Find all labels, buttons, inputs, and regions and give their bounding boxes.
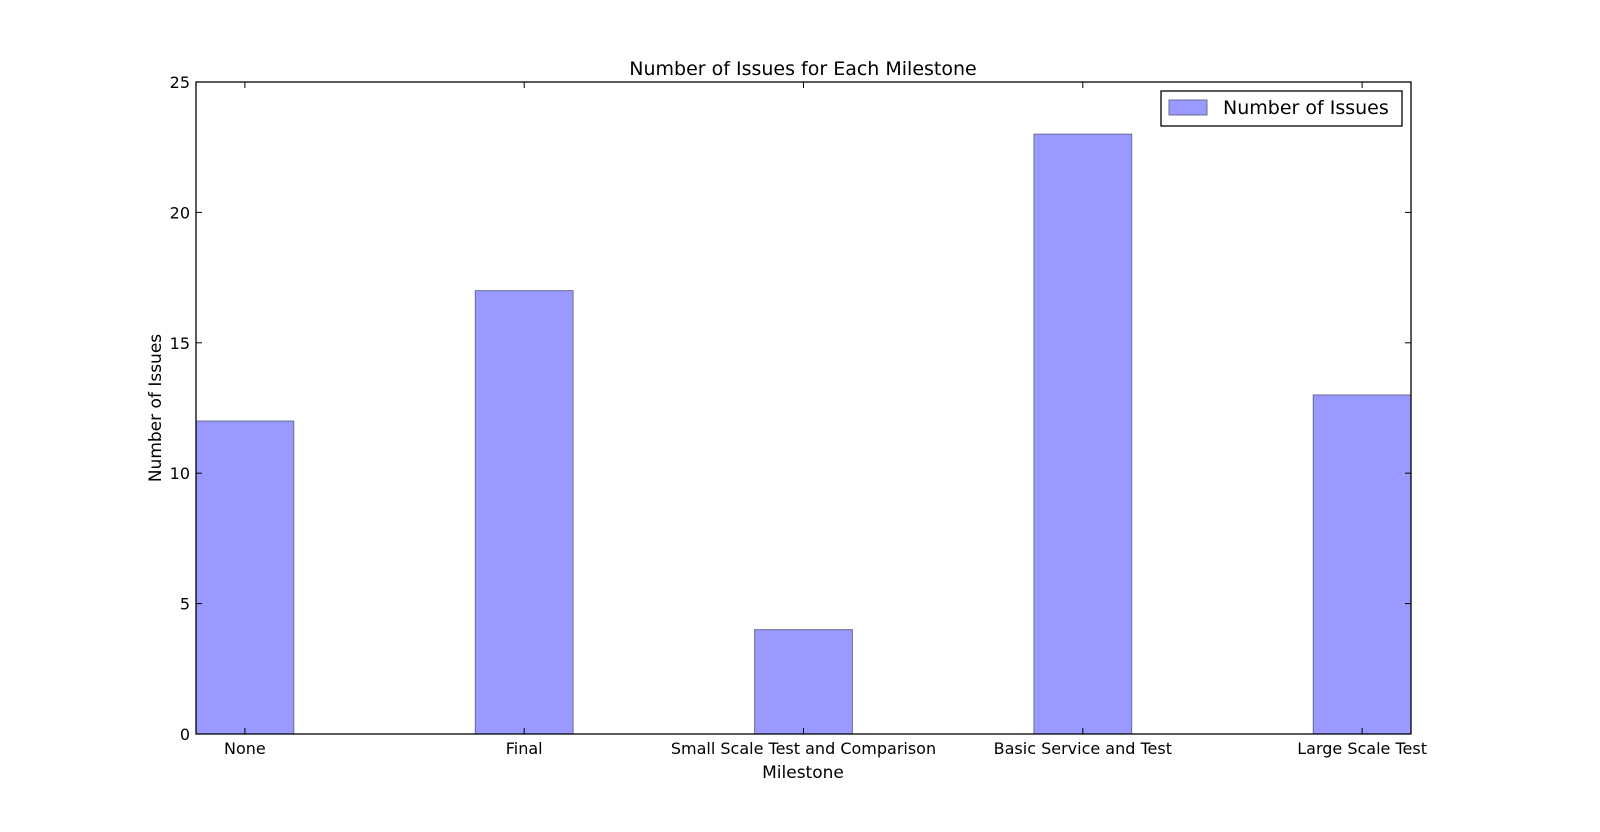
x-axis-label: Milestone <box>762 763 844 783</box>
y-tick-label: 15 <box>170 334 190 353</box>
y-tick-label: 20 <box>170 203 190 222</box>
legend-swatch <box>1168 99 1208 116</box>
legend: Number of Issues <box>1160 90 1403 127</box>
y-tick-label: 10 <box>170 464 190 483</box>
x-tick-label: Small Scale Test and Comparison <box>671 739 936 758</box>
chart-title: Number of Issues for Each Milestone <box>629 58 976 80</box>
y-tick-label: 25 <box>170 73 190 92</box>
bar-2 <box>754 629 853 735</box>
x-axis-ticks: None Final Small Scale Test and Comparison… <box>224 82 1427 758</box>
y-tick-label: 5 <box>180 595 190 614</box>
legend-label: Number of Issues <box>1223 97 1389 119</box>
bar-0 <box>195 420 295 735</box>
y-tick-label: 0 <box>180 725 190 744</box>
x-tick-label: Basic Service and Test <box>994 739 1172 758</box>
y-axis-label: Number of Issues <box>146 334 166 482</box>
x-tick-label: Final <box>506 739 543 758</box>
y-axis-ticks: 0 5 10 15 20 25 <box>170 73 1411 744</box>
x-tick-label: None <box>224 739 266 758</box>
bar-3 <box>1033 133 1133 735</box>
bar-1 <box>474 290 574 735</box>
bars-group <box>195 133 1412 735</box>
bar-4 <box>1312 394 1412 735</box>
x-tick-label: Large Scale Test <box>1297 739 1427 758</box>
